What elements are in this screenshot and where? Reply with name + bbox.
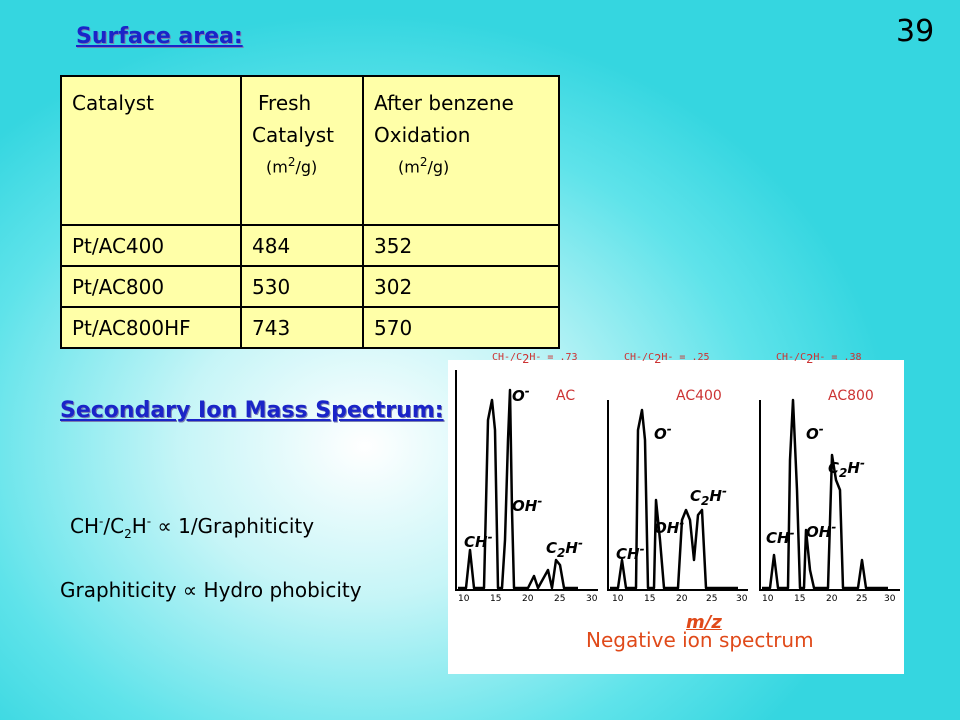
surface-area-heading: Surface area:	[76, 24, 243, 49]
header-catalyst: Catalyst	[60, 75, 242, 226]
label-ac400: AC400	[676, 388, 722, 404]
tick-label: 25	[706, 594, 718, 604]
cell-catalyst: Pt/AC800HF	[60, 306, 242, 349]
graphiticity-relation: Graphiticity ∝ Hydro phobicity	[60, 578, 362, 602]
panel-ac800-axes	[759, 400, 900, 591]
cell-after: 352	[362, 224, 560, 267]
tick-label: 10	[612, 594, 624, 604]
ratio-relation: CH-/C2H- ∝ 1/Graphiticity	[70, 514, 315, 541]
peak-label-oh: OH-	[512, 494, 543, 515]
cell-catalyst: Pt/AC400	[60, 224, 242, 267]
tick-label: 30	[586, 594, 598, 604]
cell-catalyst: Pt/AC800	[60, 265, 242, 308]
panel-ac-axes	[455, 370, 598, 591]
surface-area-table: Catalyst Fresh Catalyst (m2/g) After ben…	[60, 75, 560, 349]
header-fresh-unit: (m2/g)	[266, 155, 318, 177]
tick-label: 15	[490, 594, 502, 604]
table-header-row: Catalyst Fresh Catalyst (m2/g) After ben…	[60, 75, 560, 226]
tick-label: 20	[522, 594, 534, 604]
table-row: Pt/AC800 530 302	[60, 265, 560, 308]
header-catalyst-text: Catalyst	[72, 91, 154, 115]
cell-after: 302	[362, 265, 560, 308]
tick-label: 25	[856, 594, 868, 604]
tick-label: 30	[736, 594, 748, 604]
ratio-ac800: CH-/C2H- = .38	[776, 352, 862, 366]
table-row: Pt/AC400 484 352	[60, 224, 560, 267]
tick-label: 25	[554, 594, 566, 604]
cell-fresh: 743	[240, 306, 364, 349]
negative-ion-caption: Negative ion spectrum	[586, 628, 814, 652]
peak-label-ch: CH-	[766, 526, 795, 547]
peak-label-ch: CH-	[616, 542, 645, 563]
peak-label-o: O-	[806, 422, 824, 443]
tick-label: 20	[676, 594, 688, 604]
tick-label: 30	[884, 594, 896, 604]
cell-fresh: 484	[240, 224, 364, 267]
sims-spectrum-figure: CH-/C2H- = .73 CH-/C2H- = .25 CH-/C2H- =…	[448, 352, 904, 674]
peak-label-oh: OH-	[654, 516, 685, 537]
header-fresh-line1: Fresh	[258, 91, 312, 115]
tick-label: 15	[794, 594, 806, 604]
peak-label-c2h: C2H-	[546, 536, 583, 560]
label-ac: AC	[556, 388, 576, 404]
trace-ac800	[762, 398, 888, 590]
sims-heading: Secondary Ion Mass Spectrum:	[60, 398, 444, 423]
header-fresh-line2: Catalyst	[252, 123, 334, 147]
peak-label-o: O-	[654, 422, 672, 443]
label-ac800: AC800	[828, 388, 874, 404]
ratio-ac400: CH-/C2H- = .25	[624, 352, 710, 366]
tick-label: 15	[644, 594, 656, 604]
cell-after: 570	[362, 306, 560, 349]
trace-ac400	[610, 408, 738, 590]
peak-label-o: O-	[512, 384, 530, 405]
tick-label: 20	[826, 594, 838, 604]
header-fresh: Fresh Catalyst (m2/g)	[240, 75, 364, 226]
peak-label-c2h: C2H-	[690, 484, 727, 508]
peak-label-oh: OH-	[806, 520, 837, 541]
mz-axis-label: m/z	[686, 612, 722, 633]
peak-label-c2h: C2H-	[828, 456, 865, 480]
header-after-line1: After benzene	[374, 91, 514, 115]
slide-number: 39	[896, 14, 935, 49]
panel-ac400-axes	[607, 400, 748, 591]
tick-label: 10	[762, 594, 774, 604]
trace-ac	[458, 388, 578, 590]
table-row: Pt/AC800HF 743 570	[60, 306, 560, 349]
header-after-unit: (m2/g)	[398, 155, 450, 177]
peak-label-ch: CH-	[464, 530, 493, 551]
header-after: After benzene Oxidation (m2/g)	[362, 75, 560, 226]
header-after-line2: Oxidation	[374, 123, 471, 147]
spectrum-plot	[455, 370, 900, 591]
ratio-ac: CH-/C2H- = .73	[492, 352, 578, 366]
cell-fresh: 530	[240, 265, 364, 308]
tick-label: 10	[458, 594, 470, 604]
